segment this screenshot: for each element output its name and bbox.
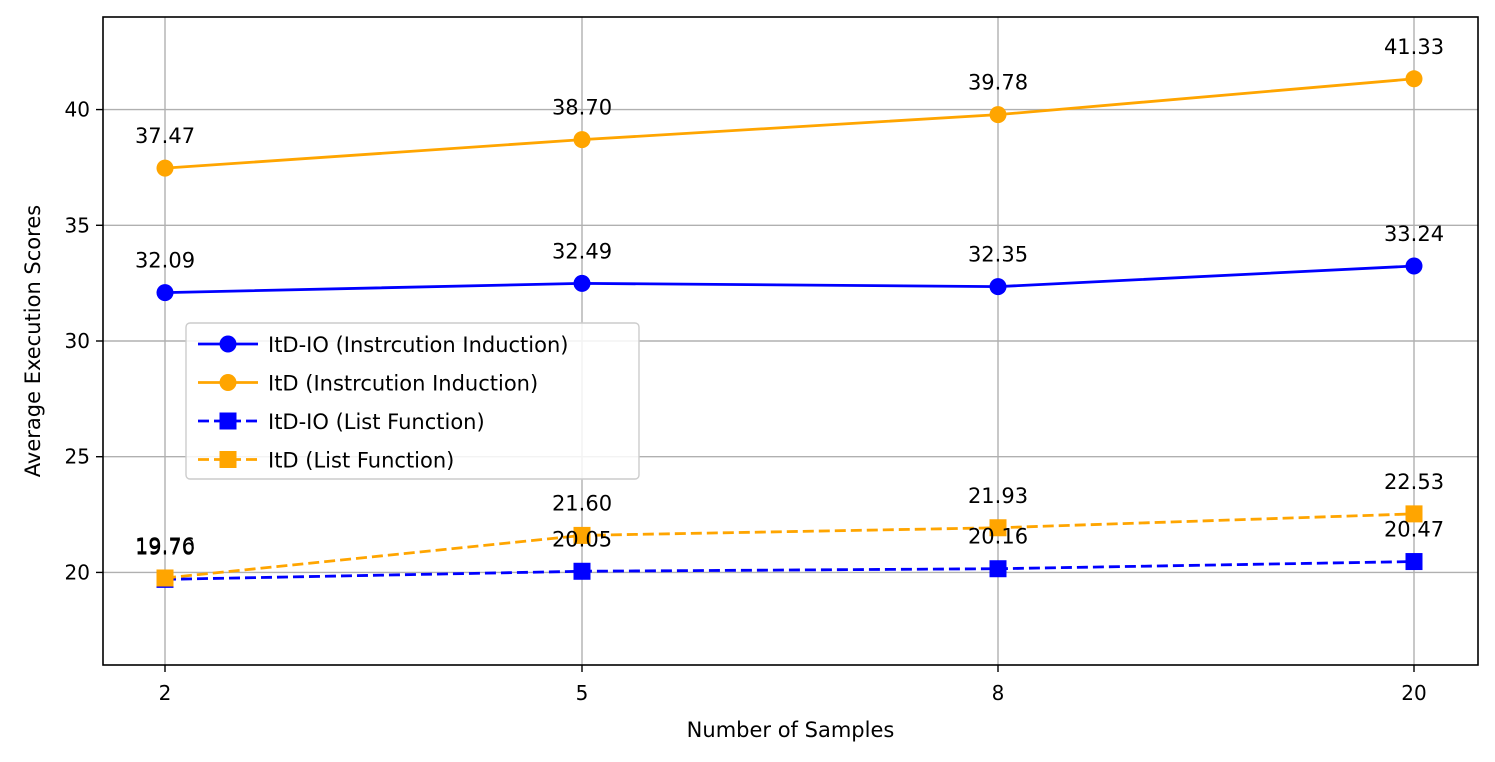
legend-marker	[219, 374, 237, 391]
data-label: 20.16	[968, 525, 1028, 549]
data-label: 39.78	[968, 71, 1028, 95]
legend-label: ItD (List Function)	[268, 449, 454, 473]
legend-marker	[219, 412, 237, 430]
series-line-2	[164, 77, 1415, 170]
data-point-marker	[573, 131, 591, 149]
data-point-marker	[1405, 70, 1423, 88]
data-label: 37.47	[135, 124, 195, 148]
data-label: 32.49	[552, 239, 612, 263]
data-label: 21.93	[968, 484, 1028, 508]
data-label: 19.70	[135, 535, 195, 559]
x-tick-label: 20	[1401, 681, 1426, 705]
legend-label: ItD-IO (List Function)	[268, 410, 485, 434]
data-point-marker	[1405, 257, 1423, 275]
data-point-marker	[989, 560, 1007, 578]
data-label: 20.05	[552, 527, 612, 551]
data-point-marker	[1405, 505, 1423, 523]
data-labels: 32.09 32.49 32.35 33.24 37.47 38.70 39.78 41.33…	[135, 35, 1444, 560]
legend: ItD-IO (Instrcution Induction) ItD (Instr…	[185, 322, 640, 480]
x-axis-title: Number of Samples	[687, 718, 895, 742]
data-label: 32.09	[135, 249, 195, 273]
y-tick-label: 25	[65, 445, 90, 469]
data-point-marker	[156, 569, 174, 587]
data-label: 41.33	[1384, 35, 1444, 59]
y-tick-label: 30	[65, 329, 90, 353]
x-tick-label: 2	[159, 681, 172, 705]
series-line-3	[164, 560, 1415, 581]
data-point-marker	[989, 106, 1007, 124]
x-tick-label: 5	[576, 681, 589, 705]
data-label: 32.35	[968, 243, 1028, 267]
data-point-marker	[989, 278, 1007, 296]
legend-marker	[219, 335, 237, 353]
data-label: 38.70	[552, 96, 612, 120]
legend-label: ItD (Instrcution Induction)	[268, 372, 538, 396]
data-label: 33.24	[1384, 222, 1444, 246]
data-point-marker	[1405, 553, 1423, 571]
y-tick-label: 40	[65, 98, 90, 122]
legend-label: ItD-IO (Instrcution Induction)	[268, 333, 568, 357]
data-point-marker	[573, 562, 591, 580]
data-point-marker	[989, 519, 1007, 537]
data-label: 22.53	[1384, 470, 1444, 494]
data-point-marker	[573, 274, 591, 292]
x-tick-label: 8	[992, 681, 1005, 705]
data-label: 20.47	[1384, 518, 1444, 542]
data-label: 19.76	[135, 534, 195, 558]
y-axis-title: Average Execution Scores	[21, 205, 45, 477]
data-point-marker	[573, 526, 591, 544]
series-line-1	[164, 264, 1415, 295]
y-tick-label: 20	[65, 560, 90, 584]
series-lines	[156, 70, 1423, 588]
legend-marker	[219, 451, 237, 468]
data-point-marker	[156, 284, 174, 302]
y-tick-label: 35	[65, 213, 90, 237]
legend-box	[185, 322, 640, 480]
data-point-marker	[156, 159, 174, 177]
series-line-4	[164, 512, 1415, 580]
data-label: 21.60	[552, 491, 612, 515]
